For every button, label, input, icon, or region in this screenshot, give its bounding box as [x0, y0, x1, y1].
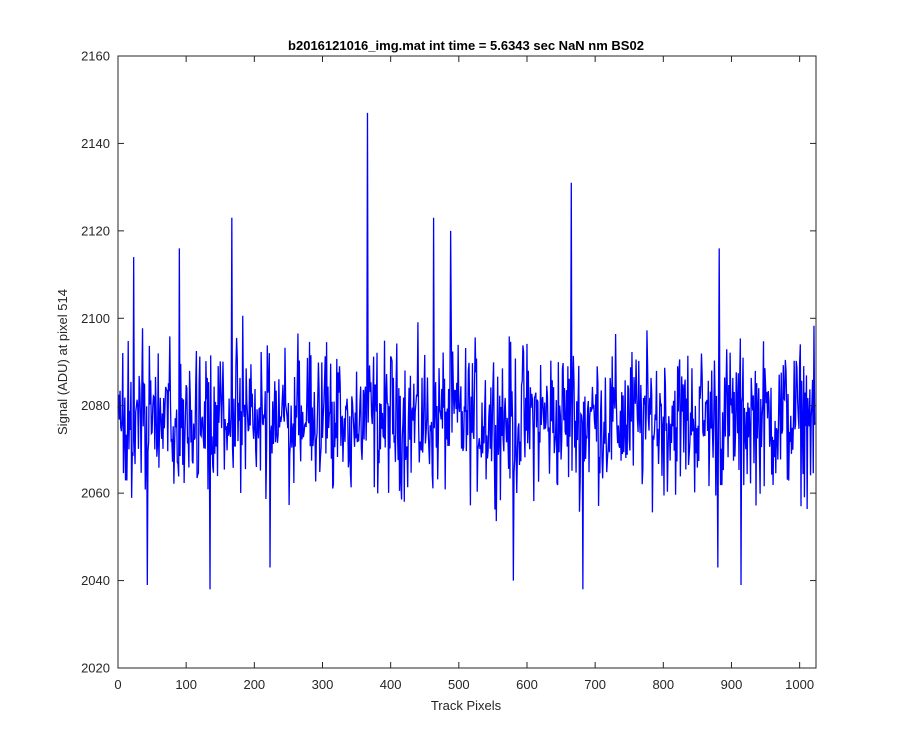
x-tick-label: 300	[312, 677, 334, 692]
y-tick-label: 2140	[81, 136, 110, 151]
signal-series-line	[117, 112, 816, 590]
x-tick-label: 500	[448, 677, 470, 692]
plot-area	[117, 55, 817, 669]
x-tick-label: 0	[114, 677, 121, 692]
y-tick-label: 2120	[81, 223, 110, 238]
x-tick-label: 900	[721, 677, 743, 692]
x-tick-label: 100	[175, 677, 197, 692]
y-tick-label: 2020	[81, 661, 110, 676]
x-tick-label: 200	[243, 677, 265, 692]
x-tick-label: 1000	[785, 677, 814, 692]
x-tick-label: 600	[516, 677, 538, 692]
y-tick-label: 2080	[81, 398, 110, 413]
axes-box	[117, 55, 817, 669]
x-axis: 0 100 200 300 400 500 600 700 800 900 1000	[114, 56, 814, 692]
plot-background	[118, 56, 816, 668]
x-tick-label: 700	[584, 677, 606, 692]
y-axis: 2020 2040 2060 2080 2100 2120 2140 2160	[81, 49, 816, 676]
y-axis-label: Signal (ADU) at pixel 514	[55, 289, 70, 435]
x-tick-label: 400	[380, 677, 402, 692]
y-tick-label: 2060	[81, 486, 110, 501]
chart-title: b2016121016_img.mat int time = 5.6343 se…	[288, 38, 644, 53]
x-tick-label: 800	[652, 677, 674, 692]
y-tick-label: 2040	[81, 573, 110, 588]
y-tick-label: 2100	[81, 311, 110, 326]
x-axis-label: Track Pixels	[431, 698, 502, 713]
y-tick-label: 2160	[81, 49, 110, 64]
